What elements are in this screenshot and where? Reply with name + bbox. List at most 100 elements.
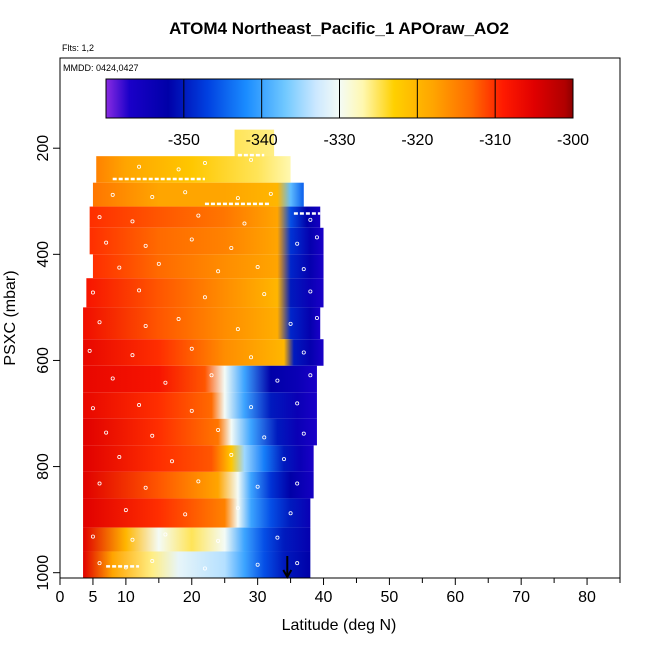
sample-point bbox=[117, 265, 122, 270]
sample-point bbox=[295, 401, 300, 406]
sample-point bbox=[308, 217, 313, 222]
sample-point bbox=[249, 405, 254, 410]
sample-point bbox=[137, 403, 142, 408]
colorbar-tick-label: -310 bbox=[479, 132, 511, 149]
heatmap-band-700 bbox=[83, 392, 317, 419]
sample-point bbox=[242, 221, 247, 226]
sample-point bbox=[169, 459, 174, 464]
sample-point bbox=[90, 290, 95, 295]
heatmap-bands bbox=[83, 129, 324, 578]
heatmap-band-800 bbox=[83, 445, 314, 472]
sample-point bbox=[130, 219, 135, 224]
y-tick-label: 200 bbox=[35, 135, 52, 162]
sample-point bbox=[189, 237, 194, 242]
sample-point bbox=[123, 508, 128, 513]
sample-point bbox=[110, 192, 115, 197]
sample-point bbox=[156, 261, 161, 266]
sample-point bbox=[97, 481, 102, 486]
x-tick-label: 60 bbox=[446, 589, 464, 606]
heatmap-band-1000 bbox=[83, 551, 311, 578]
sample-point bbox=[216, 538, 221, 543]
sample-point bbox=[281, 457, 286, 462]
sample-points bbox=[87, 153, 321, 571]
heatmap-band-550 bbox=[83, 307, 321, 340]
sample-point bbox=[163, 380, 168, 385]
sample-point bbox=[202, 161, 207, 166]
sample-point bbox=[150, 559, 155, 564]
x-tick-label: 40 bbox=[315, 589, 333, 606]
heatmap-band-950 bbox=[83, 527, 311, 552]
sample-point bbox=[275, 535, 280, 540]
y-axis-label: PSXC (mbar) bbox=[2, 270, 19, 365]
sample-point bbox=[216, 269, 221, 274]
sample-point bbox=[202, 566, 207, 571]
sample-point bbox=[262, 435, 267, 440]
sample-point bbox=[87, 348, 92, 353]
y-axis: 200 400 600 800 1000 bbox=[35, 135, 60, 591]
sample-point bbox=[110, 376, 115, 381]
sample-point bbox=[255, 562, 260, 567]
colorbar-tick-label: -330 bbox=[323, 132, 355, 149]
chart-title: ATOM4 Northeast_Pacific_1 APOraw_AO2 bbox=[169, 19, 509, 38]
sample-point bbox=[189, 408, 194, 413]
sample-point bbox=[255, 265, 260, 270]
heatmap-band-400 bbox=[89, 227, 324, 255]
sample-point bbox=[209, 373, 214, 378]
sample-point bbox=[249, 355, 254, 360]
sample-point bbox=[130, 537, 135, 542]
sample-point bbox=[196, 479, 201, 484]
heatmap-band-500 bbox=[86, 278, 324, 308]
plot-frame bbox=[59, 57, 621, 579]
sample-point bbox=[308, 289, 313, 294]
colorbar-tick-label: -300 bbox=[557, 132, 589, 149]
sample-point bbox=[137, 164, 142, 169]
heatmap-band-350 bbox=[89, 206, 321, 228]
y-tick-label: 1000 bbox=[35, 555, 52, 591]
sample-point bbox=[189, 346, 194, 351]
sample-point bbox=[150, 195, 155, 200]
colorbar-frame bbox=[105, 78, 574, 119]
sample-point bbox=[90, 534, 95, 539]
colorbar-tick-label: -340 bbox=[246, 132, 278, 149]
heatmap-band-750 bbox=[83, 418, 317, 446]
sample-point bbox=[295, 561, 300, 566]
sample-point bbox=[288, 321, 293, 326]
sample-point bbox=[288, 511, 293, 516]
sample-point bbox=[268, 191, 273, 196]
sample-point bbox=[275, 378, 280, 383]
sample-point bbox=[216, 427, 221, 432]
sample-point bbox=[104, 240, 109, 245]
heatmap-band-450 bbox=[92, 254, 324, 279]
sample-point bbox=[235, 196, 240, 201]
x-tick-label: 70 bbox=[512, 589, 530, 606]
x-tick-label: 30 bbox=[249, 589, 267, 606]
sample-point bbox=[249, 157, 254, 162]
colorbar-tick-label: -350 bbox=[168, 132, 200, 149]
sample-point bbox=[295, 481, 300, 486]
heatmap-band-850 bbox=[83, 471, 314, 499]
x-tick-label: 20 bbox=[183, 589, 201, 606]
sample-point bbox=[314, 315, 319, 320]
y-tick-label: 800 bbox=[35, 453, 52, 480]
sample-point bbox=[229, 452, 234, 457]
sample-point bbox=[137, 288, 142, 293]
sample-point bbox=[183, 512, 188, 517]
y-tick-label: 400 bbox=[35, 241, 52, 268]
x-tick-label: 0 bbox=[56, 589, 65, 606]
sample-point bbox=[262, 292, 267, 297]
x-tick-label: 80 bbox=[578, 589, 596, 606]
heatmap-band-900 bbox=[83, 498, 311, 528]
sample-point bbox=[235, 505, 240, 510]
flights-label: Flts: 1,2 bbox=[62, 43, 94, 53]
sample-point bbox=[104, 430, 109, 435]
x-tick-label: 5 bbox=[88, 589, 97, 606]
colorbar-tick-label: -320 bbox=[401, 132, 433, 149]
sample-point bbox=[97, 215, 102, 220]
x-tick-label: 10 bbox=[117, 589, 135, 606]
heatmap-band-600 bbox=[83, 339, 324, 366]
sample-point bbox=[143, 243, 148, 248]
sample-point bbox=[314, 235, 319, 240]
sample-point bbox=[150, 433, 155, 438]
sample-point bbox=[235, 327, 240, 332]
